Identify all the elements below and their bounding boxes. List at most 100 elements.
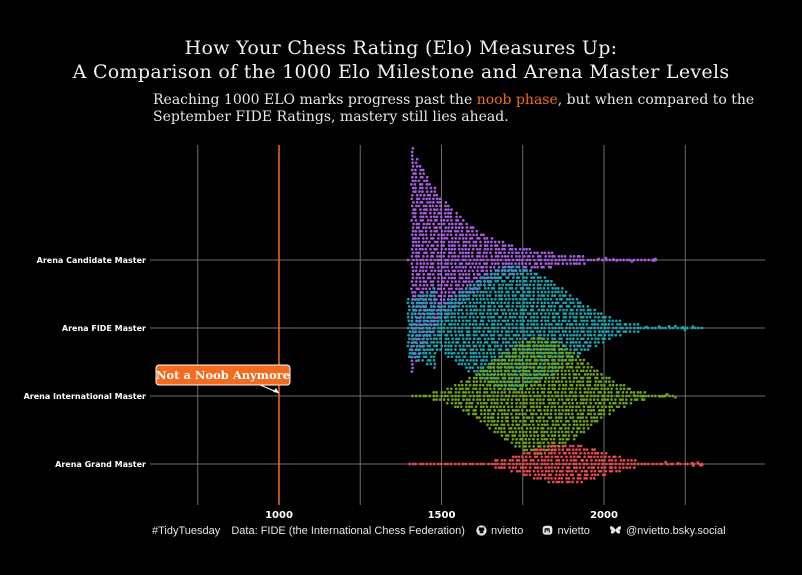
data-point [449, 348, 453, 351]
data-point [511, 337, 514, 341]
data-point [540, 376, 544, 380]
data-point [514, 409, 518, 412]
data-point [453, 330, 457, 333]
data-point [426, 312, 429, 315]
data-point [411, 462, 415, 466]
data-point [589, 330, 592, 333]
data-point [617, 391, 620, 394]
data-point [537, 294, 541, 297]
data-point [482, 251, 486, 255]
data-point [500, 290, 504, 294]
data-point [411, 394, 414, 398]
data-point [535, 319, 539, 323]
data-point [443, 294, 446, 298]
data-point [525, 383, 528, 387]
data-point [475, 355, 479, 359]
data-point [511, 409, 515, 412]
data-point [532, 405, 535, 409]
data-point [585, 394, 589, 398]
data-point [482, 394, 486, 398]
data-point [413, 312, 417, 315]
data-point [555, 469, 558, 473]
data-point [503, 319, 507, 323]
data-point [551, 423, 555, 427]
caption-bluesky[interactable]: @nvietto.bsky.social [609, 525, 734, 537]
data-point [537, 258, 540, 262]
data-point [532, 312, 536, 315]
data-point [467, 362, 471, 366]
data-point [585, 448, 589, 451]
data-point [522, 247, 526, 251]
data-point [532, 391, 535, 394]
data-point [462, 398, 465, 401]
data-point [475, 297, 479, 301]
data-point [461, 319, 465, 323]
data-point [581, 383, 585, 387]
data-point [507, 323, 511, 326]
data-point [593, 319, 596, 323]
data-point [528, 301, 532, 305]
data-point [503, 365, 507, 369]
data-point [536, 448, 539, 451]
data-point [521, 340, 525, 344]
data-point [437, 269, 440, 273]
data-point [475, 233, 479, 237]
data-point [630, 260, 634, 263]
data-point [671, 394, 675, 398]
data-point [531, 330, 535, 333]
data-point [437, 294, 441, 298]
data-point [565, 405, 568, 409]
data-point [454, 237, 458, 240]
data-point [528, 365, 532, 369]
data-point [513, 369, 517, 373]
data-point [444, 319, 448, 323]
data-point [593, 383, 597, 387]
data-point [619, 258, 622, 262]
data-point [601, 330, 604, 333]
data-point [487, 419, 490, 423]
data-point [447, 208, 450, 211]
data-point [422, 344, 426, 348]
data-point [567, 362, 570, 365]
data-point [408, 323, 412, 326]
data-point [426, 219, 430, 222]
data-point [522, 326, 525, 330]
data-point [429, 337, 433, 341]
data-point [579, 430, 583, 434]
data-point [691, 464, 695, 468]
data-point [451, 341, 455, 344]
data-point [496, 462, 499, 466]
data-point [530, 383, 533, 387]
data-point [532, 441, 536, 445]
mastodon-handle: nvietto [557, 525, 590, 537]
data-point [582, 466, 585, 469]
data-point [444, 262, 447, 265]
data-point [424, 355, 428, 359]
caption-github[interactable]: nvietto [476, 525, 531, 537]
data-point [487, 380, 490, 383]
data-point [500, 255, 504, 258]
data-point [524, 423, 528, 427]
data-point [415, 301, 419, 305]
data-point [549, 412, 553, 416]
data-point [439, 287, 442, 291]
data-point [697, 326, 700, 330]
data-point [554, 412, 557, 416]
data-point [522, 441, 526, 445]
data-point [600, 323, 604, 326]
data-point [417, 255, 420, 258]
data-point [593, 462, 597, 466]
data-point [588, 383, 592, 387]
data-point [558, 365, 562, 369]
data-point [536, 290, 540, 294]
data-point [577, 405, 581, 409]
data-point [437, 283, 440, 287]
data-point [450, 240, 454, 244]
data-point [532, 301, 536, 305]
data-point [456, 405, 460, 409]
data-point [417, 179, 421, 183]
data-point [660, 462, 664, 466]
caption-mastodon[interactable]: nvietto [542, 525, 597, 537]
data-point [528, 255, 531, 258]
data-point [658, 325, 662, 329]
